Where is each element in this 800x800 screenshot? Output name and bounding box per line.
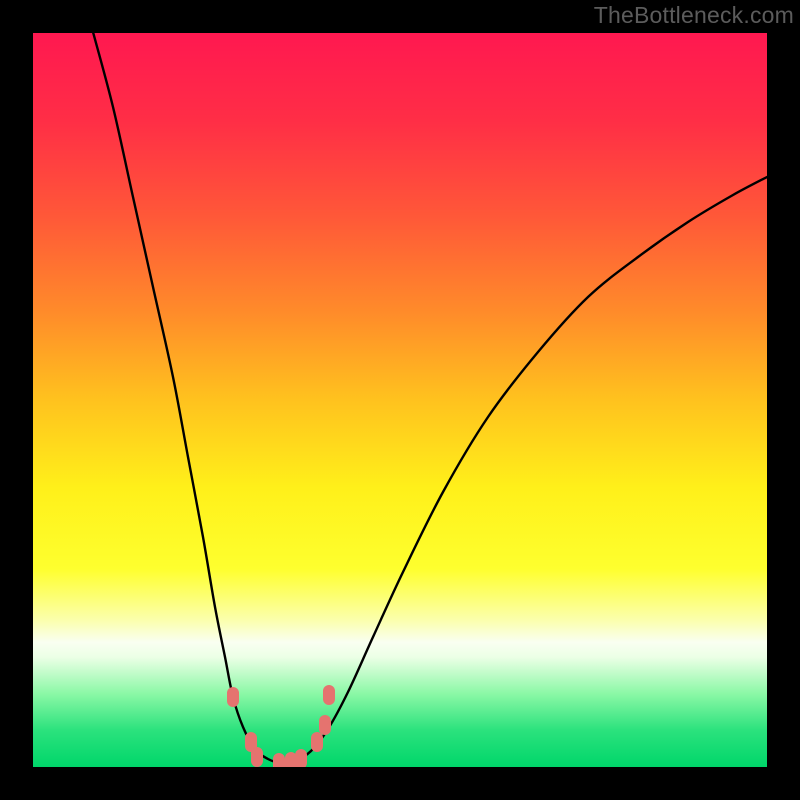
plot-area (33, 33, 767, 767)
curve-layer (33, 33, 767, 767)
bottleneck-curve (93, 33, 767, 763)
chart-root: { "watermark": { "text": "TheBottleneck.… (0, 0, 800, 800)
data-point (319, 715, 331, 735)
data-point (323, 685, 335, 705)
data-point (227, 687, 239, 707)
data-point (295, 749, 307, 767)
data-point (251, 747, 263, 767)
data-point (311, 732, 323, 752)
watermark-text: TheBottleneck.com (594, 2, 794, 29)
data-point (273, 753, 285, 767)
